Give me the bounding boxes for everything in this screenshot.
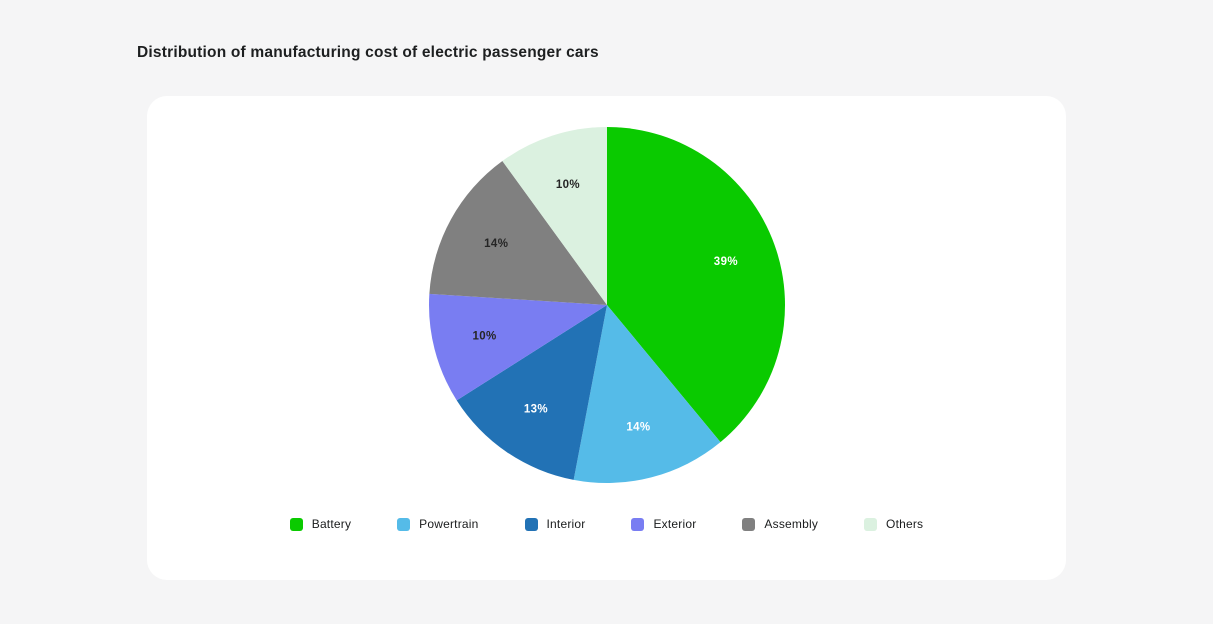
- pie-value-label-powertrain: 14%: [626, 421, 650, 433]
- legend-label-others: Others: [886, 517, 924, 531]
- pie-slice-exterior[interactable]: [429, 293, 607, 401]
- pie-value-label-assembly: 14%: [484, 238, 508, 250]
- legend-label-powertrain: Powertrain: [419, 517, 479, 531]
- legend-swatch-exterior: [631, 517, 645, 531]
- pie-value-label-battery: 39%: [714, 256, 738, 268]
- pie-slice-powertrain[interactable]: [573, 305, 721, 484]
- chart-title: Distribution of manufacturing cost of el…: [137, 44, 599, 61]
- legend-swatch-battery: [289, 517, 303, 531]
- legend-item-interior[interactable]: Interior: [524, 517, 586, 531]
- legend-label-interior: Interior: [546, 517, 586, 531]
- legend-label-battery: Battery: [311, 517, 352, 531]
- pie-slice-others[interactable]: [502, 127, 607, 305]
- pie-slice-battery[interactable]: [607, 127, 786, 443]
- legend-label-exterior: Exterior: [653, 517, 697, 531]
- legend-label-assembly: Assembly: [764, 517, 819, 531]
- legend-item-others[interactable]: Others: [864, 517, 923, 531]
- legend-swatch-powertrain: [397, 517, 411, 531]
- legend-item-exterior[interactable]: Exterior: [631, 517, 696, 531]
- pie-chart: 39% 14% 13% 10% 14% 10%: [429, 127, 786, 484]
- pie-slice-interior[interactable]: [456, 305, 607, 480]
- chart-legend: Battery Powertrain Interior Exterior Assembl…: [147, 517, 1066, 531]
- chart-card: 39% 14% 13% 10% 14% 10% Battery Powertrain Inte…: [147, 96, 1066, 580]
- legend-swatch-assembly: [742, 517, 756, 531]
- pie-value-label-others: 10%: [556, 179, 580, 191]
- legend-swatch-interior: [524, 517, 538, 531]
- pie-slice-assembly[interactable]: [429, 160, 607, 305]
- pie-value-label-interior: 13%: [524, 404, 548, 416]
- pie-value-label-exterior: 10%: [472, 330, 496, 342]
- legend-item-powertrain[interactable]: Powertrain: [397, 517, 478, 531]
- legend-swatch-others: [864, 517, 878, 531]
- legend-item-battery[interactable]: Battery: [289, 517, 352, 531]
- legend-item-assembly[interactable]: Assembly: [742, 517, 818, 531]
